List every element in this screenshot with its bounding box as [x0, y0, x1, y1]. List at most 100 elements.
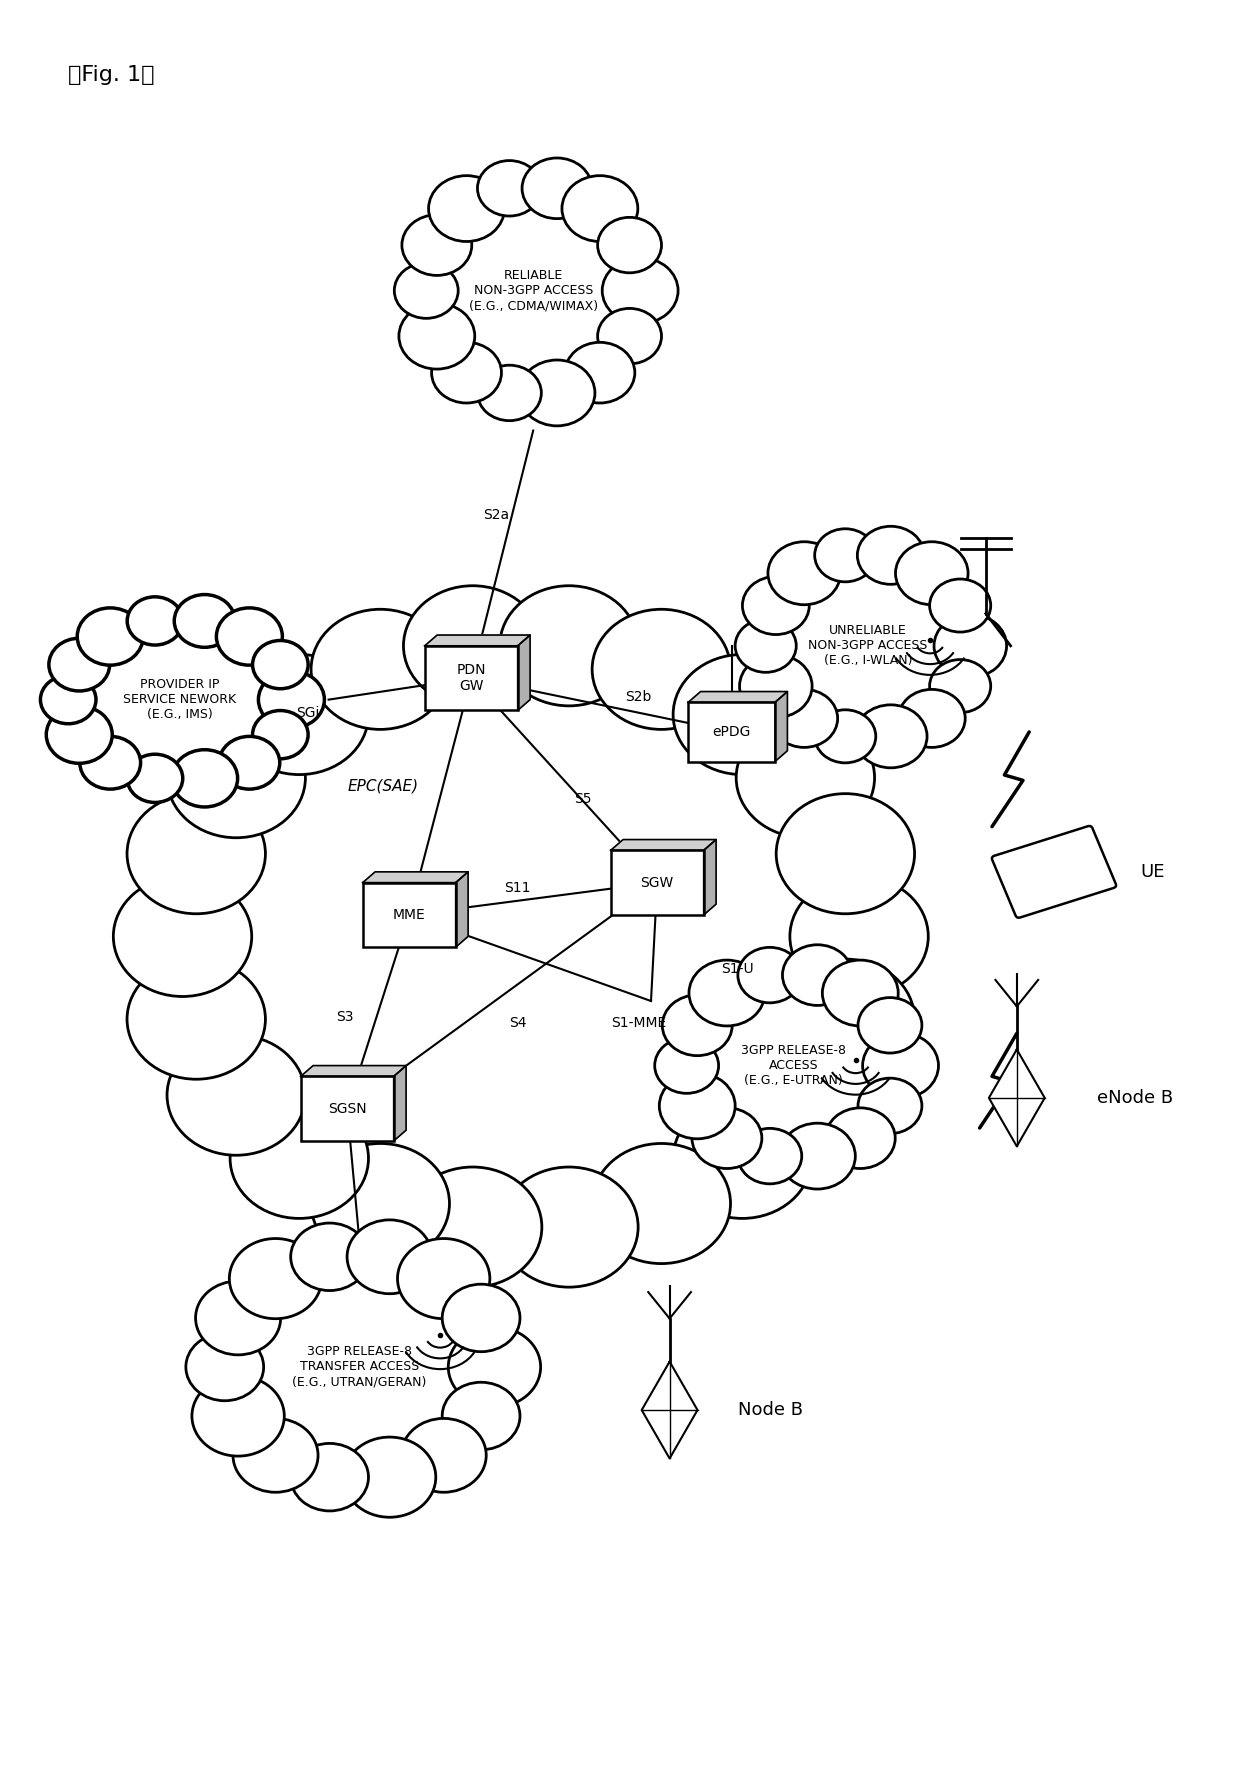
- FancyBboxPatch shape: [362, 883, 456, 947]
- Circle shape: [347, 1220, 432, 1293]
- FancyBboxPatch shape: [688, 702, 775, 762]
- Text: S4: S4: [510, 1016, 527, 1030]
- Polygon shape: [611, 840, 717, 851]
- Polygon shape: [456, 872, 469, 947]
- Circle shape: [857, 526, 924, 584]
- Circle shape: [229, 1238, 321, 1320]
- Text: S1-MME: S1-MME: [611, 1016, 666, 1030]
- Circle shape: [735, 620, 796, 673]
- FancyBboxPatch shape: [424, 646, 518, 710]
- Circle shape: [46, 707, 113, 764]
- Polygon shape: [518, 636, 531, 710]
- Circle shape: [598, 217, 661, 274]
- Polygon shape: [704, 840, 717, 915]
- Circle shape: [660, 1073, 735, 1138]
- Text: SGi: SGi: [296, 705, 319, 719]
- Circle shape: [562, 176, 637, 242]
- Ellipse shape: [216, 1247, 503, 1488]
- Circle shape: [822, 961, 898, 1027]
- Polygon shape: [990, 1050, 1044, 1146]
- Text: UNRELIABLE
NON-3GPP ACCESS
(E.G., I-WLAN): UNRELIABLE NON-3GPP ACCESS (E.G., I-WLAN…: [808, 625, 928, 668]
- Circle shape: [737, 1035, 874, 1154]
- Circle shape: [402, 215, 471, 275]
- Circle shape: [782, 945, 852, 1005]
- Text: SGSN: SGSN: [327, 1101, 367, 1115]
- Circle shape: [219, 737, 280, 789]
- Polygon shape: [300, 1066, 407, 1076]
- Circle shape: [673, 1098, 811, 1218]
- Circle shape: [167, 1035, 305, 1154]
- Text: EPC(SAE): EPC(SAE): [347, 780, 419, 794]
- Circle shape: [192, 1376, 284, 1456]
- Circle shape: [403, 1167, 542, 1288]
- Circle shape: [655, 1037, 719, 1094]
- Circle shape: [126, 959, 265, 1080]
- Circle shape: [477, 160, 542, 217]
- Circle shape: [290, 1444, 368, 1511]
- Ellipse shape: [136, 602, 905, 1270]
- Text: PROVIDER IP
SERVICE NEWORK
(E.G., IMS): PROVIDER IP SERVICE NEWORK (E.G., IMS): [123, 678, 237, 721]
- Text: S11: S11: [503, 881, 531, 895]
- Circle shape: [930, 579, 991, 632]
- Circle shape: [128, 755, 182, 803]
- Text: S1-U: S1-U: [722, 963, 754, 975]
- Polygon shape: [424, 636, 531, 646]
- Circle shape: [77, 607, 143, 666]
- Ellipse shape: [680, 966, 908, 1165]
- Circle shape: [692, 1108, 761, 1169]
- Circle shape: [186, 1334, 264, 1401]
- Circle shape: [739, 655, 812, 718]
- Circle shape: [167, 718, 305, 838]
- Circle shape: [258, 671, 325, 728]
- Circle shape: [500, 586, 639, 705]
- Text: 3GPP RELEASE-8
TRANSFER ACCESS
(E.G., UTRAN/GERAN): 3GPP RELEASE-8 TRANSFER ACCESS (E.G., UT…: [293, 1346, 427, 1389]
- Circle shape: [738, 947, 802, 1003]
- Circle shape: [500, 1167, 639, 1288]
- Text: MME: MME: [393, 908, 425, 922]
- Circle shape: [593, 1144, 730, 1263]
- Circle shape: [662, 995, 732, 1055]
- Text: ePDG: ePDG: [713, 725, 750, 739]
- Circle shape: [930, 659, 991, 712]
- Text: Node B: Node B: [738, 1401, 802, 1419]
- Circle shape: [126, 794, 265, 915]
- Circle shape: [780, 1122, 856, 1190]
- Ellipse shape: [759, 547, 977, 744]
- Circle shape: [175, 595, 236, 646]
- Text: 3GPP RELEASE-8
ACCESS
(E.G., E-UTRAN): 3GPP RELEASE-8 ACCESS (E.G., E-UTRAN): [742, 1044, 846, 1087]
- Circle shape: [231, 655, 368, 774]
- Ellipse shape: [419, 179, 647, 403]
- Circle shape: [522, 158, 591, 218]
- Circle shape: [863, 1032, 939, 1099]
- Circle shape: [432, 343, 501, 403]
- Ellipse shape: [61, 613, 299, 785]
- Circle shape: [217, 607, 283, 666]
- Text: RELIABLE
NON-3GPP ACCESS
(E.G., CDMA/WIMAX): RELIABLE NON-3GPP ACCESS (E.G., CDMA/WIM…: [469, 270, 598, 313]
- Circle shape: [290, 1224, 368, 1291]
- Circle shape: [771, 689, 838, 748]
- Circle shape: [41, 675, 95, 725]
- Text: UE: UE: [1141, 863, 1166, 881]
- Circle shape: [858, 998, 921, 1053]
- Circle shape: [403, 586, 542, 705]
- Circle shape: [477, 366, 542, 421]
- Text: SGW: SGW: [641, 876, 673, 890]
- Circle shape: [398, 1238, 490, 1320]
- Circle shape: [895, 542, 968, 606]
- Circle shape: [593, 609, 730, 730]
- Circle shape: [776, 959, 915, 1080]
- Circle shape: [738, 1128, 802, 1185]
- Circle shape: [737, 718, 874, 838]
- Circle shape: [128, 597, 182, 645]
- Polygon shape: [688, 691, 787, 702]
- Polygon shape: [642, 1362, 697, 1458]
- Circle shape: [311, 1144, 449, 1263]
- Circle shape: [520, 361, 595, 426]
- Polygon shape: [775, 691, 787, 762]
- Circle shape: [196, 1280, 280, 1355]
- Circle shape: [429, 176, 505, 242]
- Circle shape: [394, 263, 459, 318]
- Circle shape: [311, 609, 449, 730]
- Circle shape: [898, 689, 965, 748]
- Circle shape: [603, 258, 678, 323]
